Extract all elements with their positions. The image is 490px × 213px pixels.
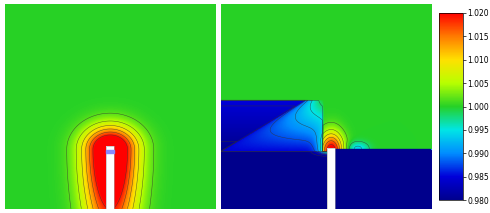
Bar: [106, 146, 114, 209]
Bar: [106, 150, 114, 153]
Bar: [335, 150, 431, 209]
Bar: [106, 146, 114, 209]
Bar: [327, 148, 335, 209]
Bar: [327, 148, 335, 209]
